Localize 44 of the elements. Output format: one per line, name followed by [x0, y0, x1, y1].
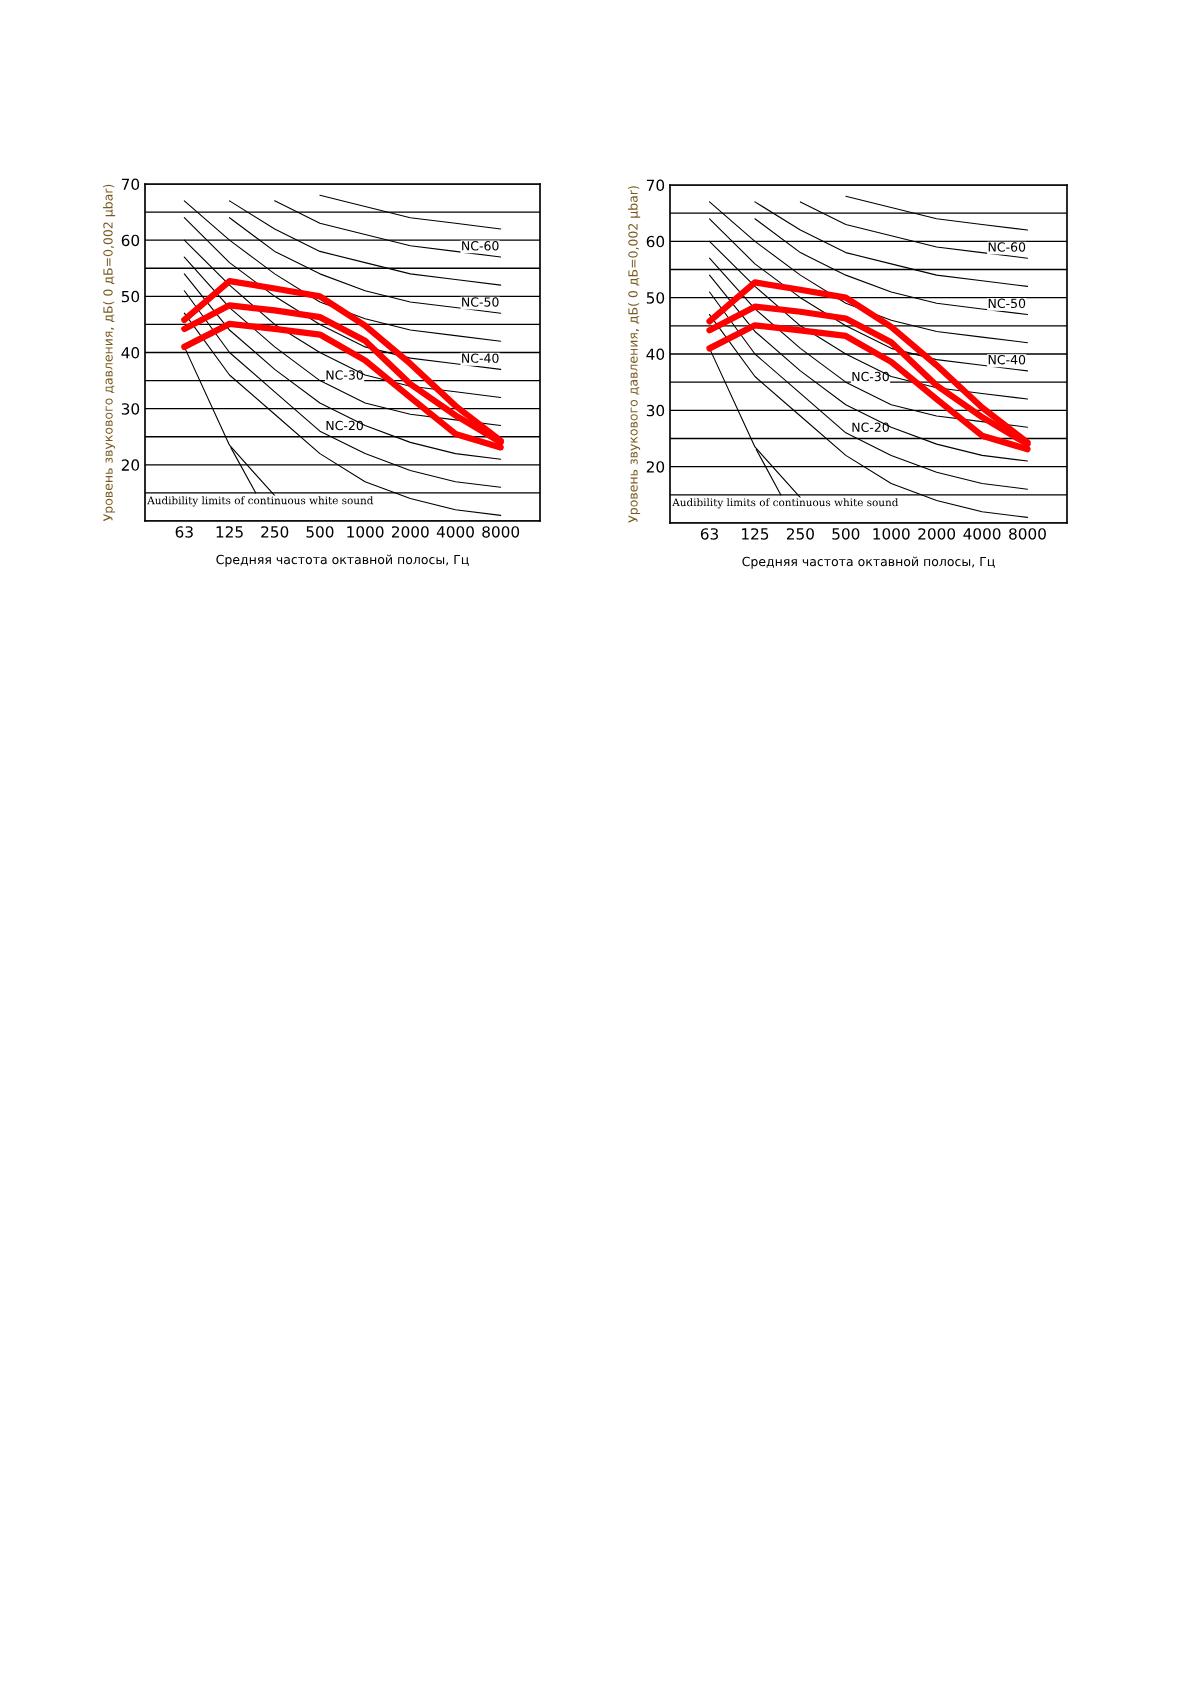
x-axis-title: Средняя частота октавной полосы, Гц — [742, 556, 995, 569]
series-label: NC-20 — [852, 422, 889, 432]
y-tick-label: 40 — [646, 348, 665, 361]
x-tick-label: 63 — [700, 528, 719, 540]
x-tick-label: 8000 — [482, 526, 520, 538]
y-tick-label: 30 — [646, 404, 665, 417]
series-label: NC-30 — [852, 371, 889, 382]
series-label: NC-40 — [988, 354, 1026, 365]
y-tick-label: 70 — [121, 178, 140, 191]
series-label: NC-50 — [462, 297, 499, 307]
series-label: NC-20 — [326, 420, 363, 431]
y-tick-label: 60 — [121, 234, 140, 247]
y-tick-label: 20 — [121, 459, 140, 471]
y-tick-label: 40 — [121, 346, 140, 359]
x-tick-label: 2000 — [391, 526, 429, 538]
annotation: Audibility limits of continuous white sound — [672, 498, 899, 509]
x-tick-label: 4000 — [436, 526, 474, 538]
x-tick-label: 4000 — [963, 528, 1001, 540]
x-tick-label: 1000 — [873, 528, 910, 540]
x-tick-label: 1000 — [347, 526, 384, 538]
series-label: NC-60 — [988, 242, 1026, 252]
annotation: Audibility limits of continuous white sound — [147, 496, 374, 507]
x-tick-label: 2000 — [918, 528, 956, 540]
x-tick-label: 500 — [306, 526, 334, 538]
y-tick-label: 60 — [646, 235, 665, 248]
y-axis-title: Уровень звукового давления, дБ( 0 дБ=0,002 μbar) — [628, 186, 641, 523]
x-axis-title: Средняя частота октавной полосы, Гц — [216, 554, 469, 567]
y-tick-label: 30 — [121, 403, 140, 415]
y-tick-label: 50 — [121, 290, 140, 303]
x-tick-label: 500 — [832, 528, 860, 540]
y-tick-label: 20 — [646, 461, 665, 473]
y-tick-label: 50 — [646, 292, 665, 304]
y-tick-label: 70 — [646, 179, 665, 192]
x-tick-label: 125 — [742, 528, 769, 540]
x-tick-label: 250 — [786, 528, 814, 540]
y-axis-title: Уровень звукового давления, дБ( 0 дБ=0,002 μbar) — [103, 184, 116, 522]
x-tick-label: 125 — [216, 526, 243, 538]
x-tick-label: 8000 — [1009, 528, 1046, 540]
series-label: NC-30 — [326, 370, 363, 380]
x-tick-label: 63 — [175, 526, 193, 538]
x-tick-label: 250 — [261, 526, 289, 538]
series-label: NC-40 — [462, 353, 499, 363]
series-label: NC-60 — [462, 241, 499, 251]
series-label: NC-50 — [988, 298, 1026, 309]
